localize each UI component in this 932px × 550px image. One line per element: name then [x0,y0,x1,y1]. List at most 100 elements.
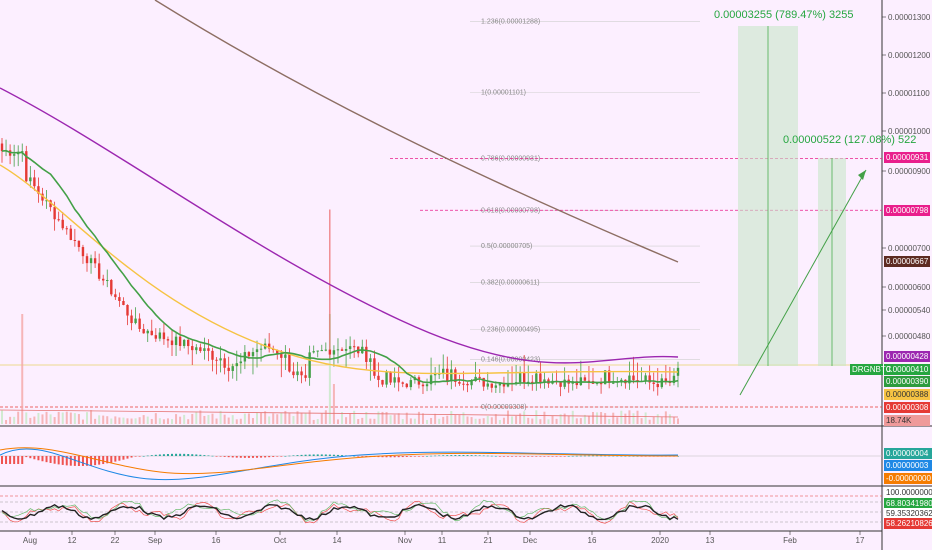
candle-body [656,383,659,388]
volume-bar [474,418,477,424]
price-tag [884,402,930,413]
macd-histogram-bar [591,455,594,457]
candle-body [146,330,149,334]
macd-histogram-bar [211,455,214,457]
macd-histogram-bar [438,455,441,457]
volume-bar [130,418,133,424]
ma-20-line [1,149,679,385]
candle-body [539,373,542,383]
candle-body [385,372,388,385]
volume-bar [191,413,194,424]
volume-bar [308,410,311,424]
candle-body [166,339,170,341]
macd-histogram-bar [69,456,72,466]
macd-histogram-bar [470,455,473,456]
macd-histogram-bar [385,456,388,458]
candle-body [288,354,291,372]
macd-histogram-bar [316,454,319,456]
volume-bar [571,410,574,424]
macd-histogram-bar [417,456,420,457]
volume-bar [94,418,97,424]
volume-bar [227,417,230,424]
fib-label: 0.236(0.00000495) [481,327,540,334]
volume-bar [110,418,113,424]
volume-bar [251,418,254,424]
macd-histogram-bar [13,456,16,464]
price-tag-label: 0.00000798 [886,206,929,215]
macd-histogram-bar [466,455,469,456]
volume-bar [150,418,153,424]
macd-histogram-bar [142,455,145,457]
volume-bar [668,414,671,424]
candle-body [328,349,332,355]
volume-bar [272,413,275,424]
macd-histogram-bar [523,456,526,457]
volume-bar [656,414,659,424]
volume-bar [86,412,89,424]
volume-bar [434,413,437,424]
price-tag [884,364,930,375]
price-tag-label: 18.74K [886,416,912,425]
volume-bar [207,414,210,424]
x-tick-label: Dec [523,536,537,545]
candle-body [25,151,28,182]
candle-body [535,373,538,384]
macd-histogram-bar [81,456,84,466]
candle-body [393,377,396,383]
candle-body [61,219,64,229]
candle-body [531,381,534,384]
candle-body [369,358,372,362]
volume-bar [195,411,198,424]
candle-body [466,383,469,386]
projection-label-small: 0.00000522 (127.08%) 522 [783,134,916,146]
volume-bar [9,416,12,424]
macd-histogram-bar [324,454,327,456]
macd-histogram-bar [110,456,113,463]
macd-histogram-bar [543,456,546,457]
macd-histogram-bar [187,454,190,456]
macd-histogram-bar [320,454,323,456]
volume-bar [551,415,554,424]
volume-bar [37,412,40,424]
candle-body [632,375,635,381]
y-tick-label: 0.00000700 [888,244,931,253]
volume-bar [365,412,368,424]
rsi-tag-label: 59.35320362 [886,509,932,518]
volume-bar [470,417,473,424]
macd-histogram-bar [632,455,635,457]
macd-histogram-bar [106,456,109,464]
x-tick-label: 22 [111,536,120,545]
candle-body [284,354,287,358]
macd-histogram-bar [397,456,400,458]
candle-body [69,228,73,240]
candle-body [259,348,263,350]
macd-histogram-bar [571,455,574,457]
volume-bar [640,418,643,424]
macd-histogram-bar [126,456,129,459]
macd-histogram-bar [183,453,186,456]
volume-bar [126,418,129,424]
volume-bar [280,412,283,424]
candle-body [421,384,425,387]
macd-histogram-bar [405,456,408,457]
macd-histogram-bar [122,456,125,460]
candle-body [373,358,376,376]
volume-bar [559,414,562,424]
price-tag-label: 0.00000428 [886,352,929,361]
macd-histogram-bar [336,454,339,456]
macd-histogram-bar [175,453,178,456]
volume-bar [81,419,84,424]
macd-histogram-bar [450,455,453,456]
candle-body [478,376,481,378]
candle-body [506,383,510,387]
volume-bar [276,414,279,424]
candle-body [199,347,202,351]
candle-body [612,382,615,384]
candle-body [106,280,109,282]
volume-bar [17,411,20,424]
candle-body [142,328,145,334]
volume-bar [312,419,315,424]
rsi-line [1,503,679,521]
macd-histogram-bar [587,455,590,457]
